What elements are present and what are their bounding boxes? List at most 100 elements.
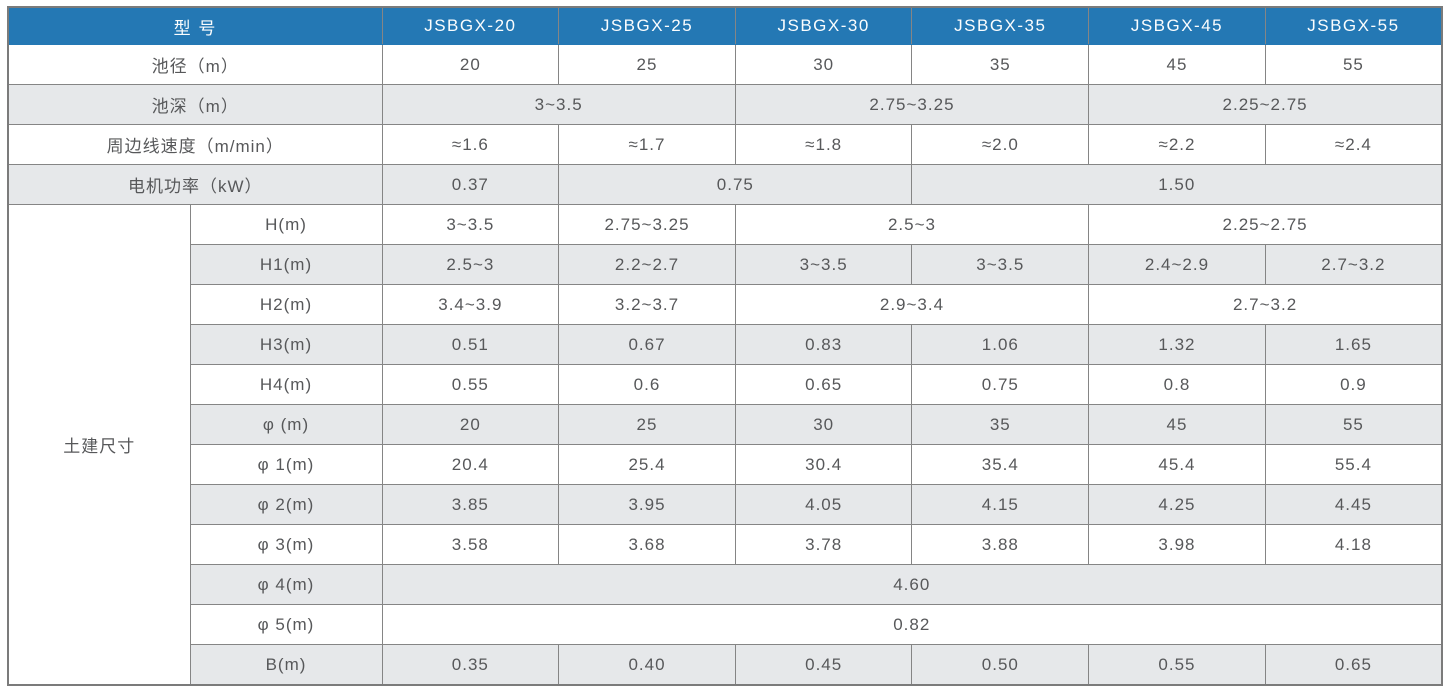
value-cell: 2.25~2.75 <box>1088 204 1443 245</box>
value-cell: 0.37 <box>381 164 560 205</box>
value-cell: ≈1.8 <box>734 124 913 165</box>
civil-row-phi3: φ 3(m) 3.58 3.68 3.78 3.88 3.98 4.18 <box>8 524 1443 565</box>
value-cell: 0.40 <box>558 644 736 686</box>
value-cell: 0.82 <box>381 604 1443 645</box>
value-cell: ≈1.6 <box>381 124 560 165</box>
value-cell: ≈2.0 <box>911 124 1090 165</box>
value-cell: 45 <box>1088 404 1266 445</box>
motor-power-row: 电机功率（kW） 0.37 0.75 1.50 <box>7 164 1443 205</box>
sub-row-label: H2(m) <box>189 284 383 325</box>
value-cell: 25.4 <box>558 444 736 485</box>
value-cell: 0.75 <box>911 364 1090 405</box>
model-header: JSBGX-55 <box>1264 6 1443 45</box>
sub-row-label: B(m) <box>189 644 383 686</box>
value-cell: 2.9~3.4 <box>734 284 1090 325</box>
civil-row-h: 土建尺寸 H(m) 3~3.5 2.75~3.25 2.5~3 2.25~2.7… <box>7 204 1443 686</box>
sub-row-label: φ (m) <box>189 404 383 445</box>
value-cell: 3.4~3.9 <box>381 284 560 325</box>
value-cell: 2.75~3.25 <box>558 204 736 245</box>
value-cell: 45 <box>1088 44 1266 85</box>
model-header: JSBGX-35 <box>911 6 1090 45</box>
value-cell: 3.2~3.7 <box>558 284 736 325</box>
civil-section-label: 土建尺寸 <box>7 204 191 686</box>
value-cell: 2.7~3.2 <box>1088 284 1443 325</box>
pool-diameter-row: 池径（m） 20 25 30 35 45 55 <box>7 44 1443 85</box>
row-label: 池径（m） <box>7 44 383 85</box>
model-header: JSBGX-25 <box>558 6 736 45</box>
value-cell: 0.75 <box>558 164 913 205</box>
sub-row-label: φ 5(m) <box>189 604 383 645</box>
value-cell: 3.95 <box>558 484 736 525</box>
model-column-header: 型 号 <box>7 6 383 45</box>
civil-row-h2: H2(m) 3.4~3.9 3.2~3.7 2.9~3.4 2.7~3.2 <box>8 284 1443 325</box>
civil-row-phi2: φ 2(m) 3.85 3.95 4.05 4.15 4.25 4.45 <box>8 484 1443 525</box>
value-cell: 0.50 <box>911 644 1090 686</box>
model-header: JSBGX-20 <box>381 6 560 45</box>
value-cell: 2.7~3.2 <box>1264 244 1443 285</box>
value-cell: 1.32 <box>1088 324 1266 365</box>
value-cell: 3.68 <box>558 524 736 565</box>
row-label: 周边线速度（m/min） <box>7 124 383 165</box>
value-cell: ≈2.2 <box>1088 124 1266 165</box>
value-cell: 3.58 <box>381 524 560 565</box>
sub-row-label: H4(m) <box>189 364 383 405</box>
value-cell: 0.83 <box>734 324 913 365</box>
value-cell: 1.50 <box>911 164 1443 205</box>
value-cell: 25 <box>558 404 736 445</box>
value-cell: 1.06 <box>911 324 1090 365</box>
header-row: 型 号 JSBGX-20 JSBGX-25 JSBGX-30 JSBGX-35 … <box>7 6 1443 45</box>
value-cell: 2.75~3.25 <box>734 84 1090 125</box>
sub-row-label: φ 3(m) <box>189 524 383 565</box>
civil-row-h1: H1(m) 2.5~3 2.2~2.7 3~3.5 3~3.5 2.4~2.9 … <box>8 244 1443 285</box>
value-cell: 0.65 <box>1264 644 1443 686</box>
civil-row-h4: H4(m) 0.55 0.6 0.65 0.75 0.8 0.9 <box>8 364 1443 405</box>
sub-row-label: φ 4(m) <box>189 564 383 605</box>
value-cell: ≈2.4 <box>1264 124 1443 165</box>
sub-row-label: H3(m) <box>189 324 383 365</box>
value-cell: 4.60 <box>381 564 1443 605</box>
value-cell: 20 <box>381 44 560 85</box>
value-cell: 30 <box>734 404 913 445</box>
value-cell: 2.4~2.9 <box>1088 244 1266 285</box>
sub-row-label: φ 1(m) <box>189 444 383 485</box>
value-cell: 4.45 <box>1264 484 1443 525</box>
value-cell: 0.6 <box>558 364 736 405</box>
value-cell: ≈1.7 <box>558 124 736 165</box>
sub-row-label: H(m) <box>189 204 383 245</box>
value-cell: 55 <box>1264 404 1443 445</box>
value-cell: 3~3.5 <box>911 244 1090 285</box>
value-cell: 3.85 <box>381 484 560 525</box>
row-label: 池深（m） <box>7 84 383 125</box>
model-header: JSBGX-30 <box>734 6 913 45</box>
value-cell: 20.4 <box>381 444 560 485</box>
value-cell: 4.05 <box>734 484 913 525</box>
value-cell: 20 <box>381 404 560 445</box>
value-cell: 30 <box>734 44 913 85</box>
value-cell: 0.9 <box>1264 364 1443 405</box>
value-cell: 0.35 <box>381 644 560 686</box>
value-cell: 0.67 <box>558 324 736 365</box>
value-cell: 35.4 <box>911 444 1090 485</box>
value-cell: 35 <box>911 404 1090 445</box>
value-cell: 35 <box>911 44 1090 85</box>
line-speed-row: 周边线速度（m/min） ≈1.6 ≈1.7 ≈1.8 ≈2.0 ≈2.2 ≈2… <box>7 124 1443 165</box>
row-label: 电机功率（kW） <box>7 164 383 205</box>
value-cell: 4.15 <box>911 484 1090 525</box>
civil-row-phi5: φ 5(m) 0.82 <box>8 604 1443 645</box>
sub-row-label: φ 2(m) <box>189 484 383 525</box>
value-cell: 4.25 <box>1088 484 1266 525</box>
civil-row-phi4: φ 4(m) 4.60 <box>8 564 1443 605</box>
value-cell: 4.18 <box>1264 524 1443 565</box>
value-cell: 3.78 <box>734 524 913 565</box>
civil-row-b: B(m) 0.35 0.40 0.45 0.50 0.55 0.65 <box>8 644 1443 686</box>
value-cell: 30.4 <box>734 444 913 485</box>
civil-row-h3: H3(m) 0.51 0.67 0.83 1.06 1.32 1.65 <box>8 324 1443 365</box>
value-cell: 3.88 <box>911 524 1090 565</box>
value-cell: 0.65 <box>734 364 913 405</box>
value-cell: 2.25~2.75 <box>1088 84 1443 125</box>
value-cell: 2.5~3 <box>734 204 1090 245</box>
value-cell: 55.4 <box>1264 444 1443 485</box>
value-cell: 0.55 <box>381 364 560 405</box>
pool-depth-row: 池深（m） 3~3.5 2.75~3.25 2.25~2.75 <box>7 84 1443 125</box>
